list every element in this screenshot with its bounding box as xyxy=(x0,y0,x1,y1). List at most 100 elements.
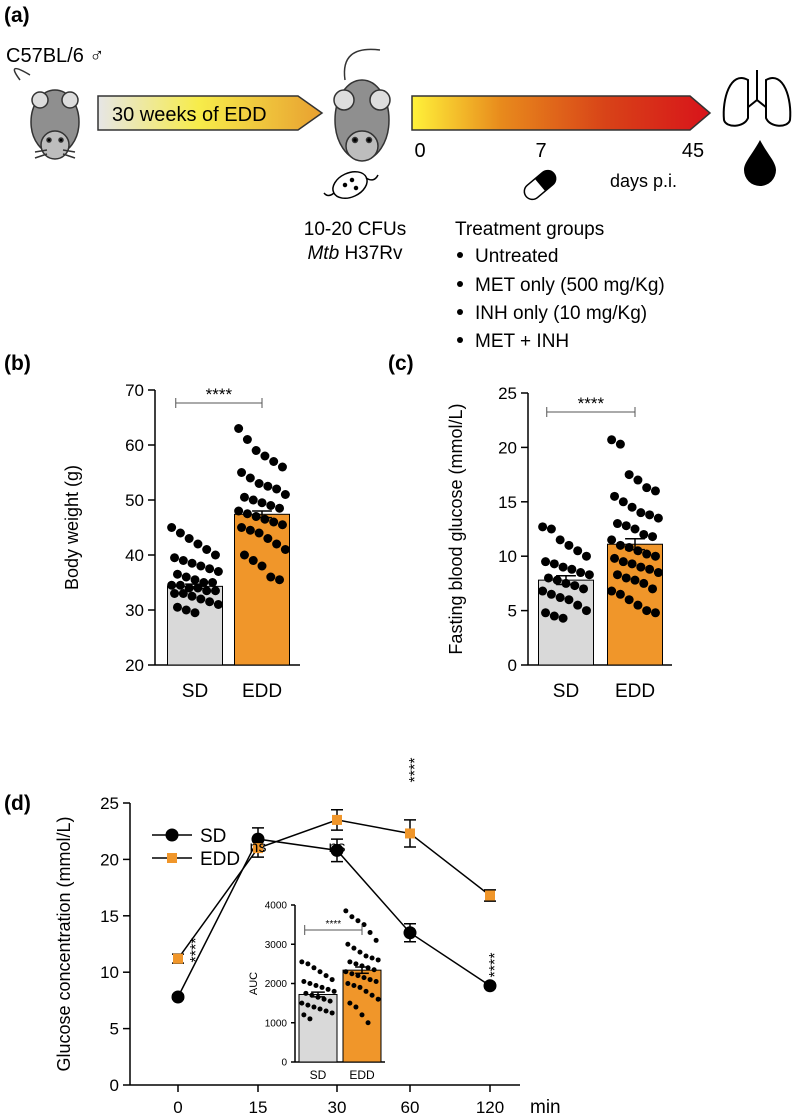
data-point xyxy=(305,1002,311,1008)
species: Mtb xyxy=(307,243,339,264)
data-point xyxy=(353,961,359,967)
data-point xyxy=(347,1000,353,1006)
significance-label: **** xyxy=(326,919,342,930)
data-point xyxy=(277,462,287,472)
data-point xyxy=(172,602,182,612)
data-point xyxy=(184,534,194,543)
panel-label: (a) xyxy=(4,4,30,27)
data-point xyxy=(311,1004,317,1010)
data-point xyxy=(205,564,215,574)
data-point xyxy=(187,558,197,568)
data-point xyxy=(579,584,589,594)
y-tick-label: 20 xyxy=(125,656,144,675)
data-point xyxy=(196,594,206,604)
data-point xyxy=(313,982,319,988)
y-tick-label: 50 xyxy=(125,491,144,510)
data-point xyxy=(213,600,223,609)
data-point xyxy=(618,497,628,507)
data-point xyxy=(363,953,369,959)
data-point xyxy=(269,517,279,527)
marker xyxy=(330,843,344,857)
data-point xyxy=(564,595,574,605)
marker xyxy=(332,814,342,825)
data-point xyxy=(373,979,379,985)
data-point xyxy=(239,550,249,560)
data-point xyxy=(343,969,349,975)
data-point xyxy=(615,540,625,550)
data-point xyxy=(307,981,313,986)
significance-label: **** xyxy=(578,394,605,413)
y-tick-label: 20 xyxy=(498,438,517,457)
data-point xyxy=(645,564,655,574)
significance-bracket xyxy=(304,925,363,935)
x-tick-label: SD xyxy=(310,1068,327,1082)
data-point xyxy=(576,568,586,578)
data-point xyxy=(636,508,646,518)
y-tick-label: 10 xyxy=(498,547,517,566)
data-point xyxy=(277,520,287,530)
data-point xyxy=(365,965,371,971)
data-point xyxy=(196,561,206,571)
y-tick-label: 10 xyxy=(100,963,119,982)
marker xyxy=(253,843,263,854)
data-point xyxy=(555,593,565,603)
data-point xyxy=(573,546,583,556)
error-bar xyxy=(185,583,205,590)
data-point xyxy=(538,522,548,532)
legend-marker xyxy=(165,828,179,842)
data-point xyxy=(275,575,285,585)
data-point xyxy=(363,988,369,994)
data-point xyxy=(248,495,258,505)
infection-strain: Mtb H37Rv xyxy=(307,243,403,264)
data-point xyxy=(237,523,247,532)
y-tick-label: 25 xyxy=(498,384,517,403)
y-tick-label: 15 xyxy=(498,493,517,512)
significance-bracket xyxy=(546,407,636,417)
data-point xyxy=(347,959,353,965)
data-point xyxy=(367,929,373,935)
data-point xyxy=(349,971,355,977)
y-axis-label: Body weight (g) xyxy=(62,465,82,590)
y-tick-label: 0 xyxy=(110,1076,119,1095)
annotation: ns xyxy=(329,839,346,856)
data-point xyxy=(317,1006,323,1012)
x-tick-label: SD xyxy=(182,681,208,702)
data-point xyxy=(552,575,562,585)
data-point xyxy=(653,513,663,523)
data-point xyxy=(633,600,643,610)
data-point xyxy=(630,575,640,585)
data-point xyxy=(612,570,622,580)
data-point xyxy=(175,580,185,590)
x-tick-label: EDD xyxy=(615,681,655,702)
data-point xyxy=(257,498,267,508)
infection-dose: 10-20 CFUs xyxy=(304,219,406,240)
data-point xyxy=(371,967,377,973)
data-point xyxy=(170,553,180,563)
strain: H37Rv xyxy=(344,243,403,264)
data-point xyxy=(627,502,637,512)
data-point xyxy=(329,1010,335,1016)
mouse-icon xyxy=(13,67,80,160)
data-point xyxy=(251,446,261,455)
y-tick-label: 15 xyxy=(100,907,119,926)
data-point xyxy=(210,550,220,560)
treatment-group: MET only (500 mg/Kg) xyxy=(475,275,665,296)
data-point xyxy=(242,509,252,519)
day-label: 7 xyxy=(535,140,546,162)
data-point xyxy=(538,586,548,596)
data-point xyxy=(170,589,180,598)
data-point xyxy=(558,562,568,572)
data-point xyxy=(242,435,252,444)
y-tick-label: 60 xyxy=(125,436,144,455)
timeline-unit: days p.i. xyxy=(610,171,677,191)
data-point xyxy=(193,539,203,549)
data-point xyxy=(642,483,652,493)
x-tick-label: 60 xyxy=(401,1098,420,1117)
exposure-arrow xyxy=(97,95,324,131)
data-point xyxy=(210,586,220,596)
data-point xyxy=(245,473,255,483)
y-axis-label: Fasting blood glucose (mmol/L) xyxy=(446,403,466,654)
data-point xyxy=(345,981,351,986)
timeline-arrow xyxy=(411,95,712,131)
